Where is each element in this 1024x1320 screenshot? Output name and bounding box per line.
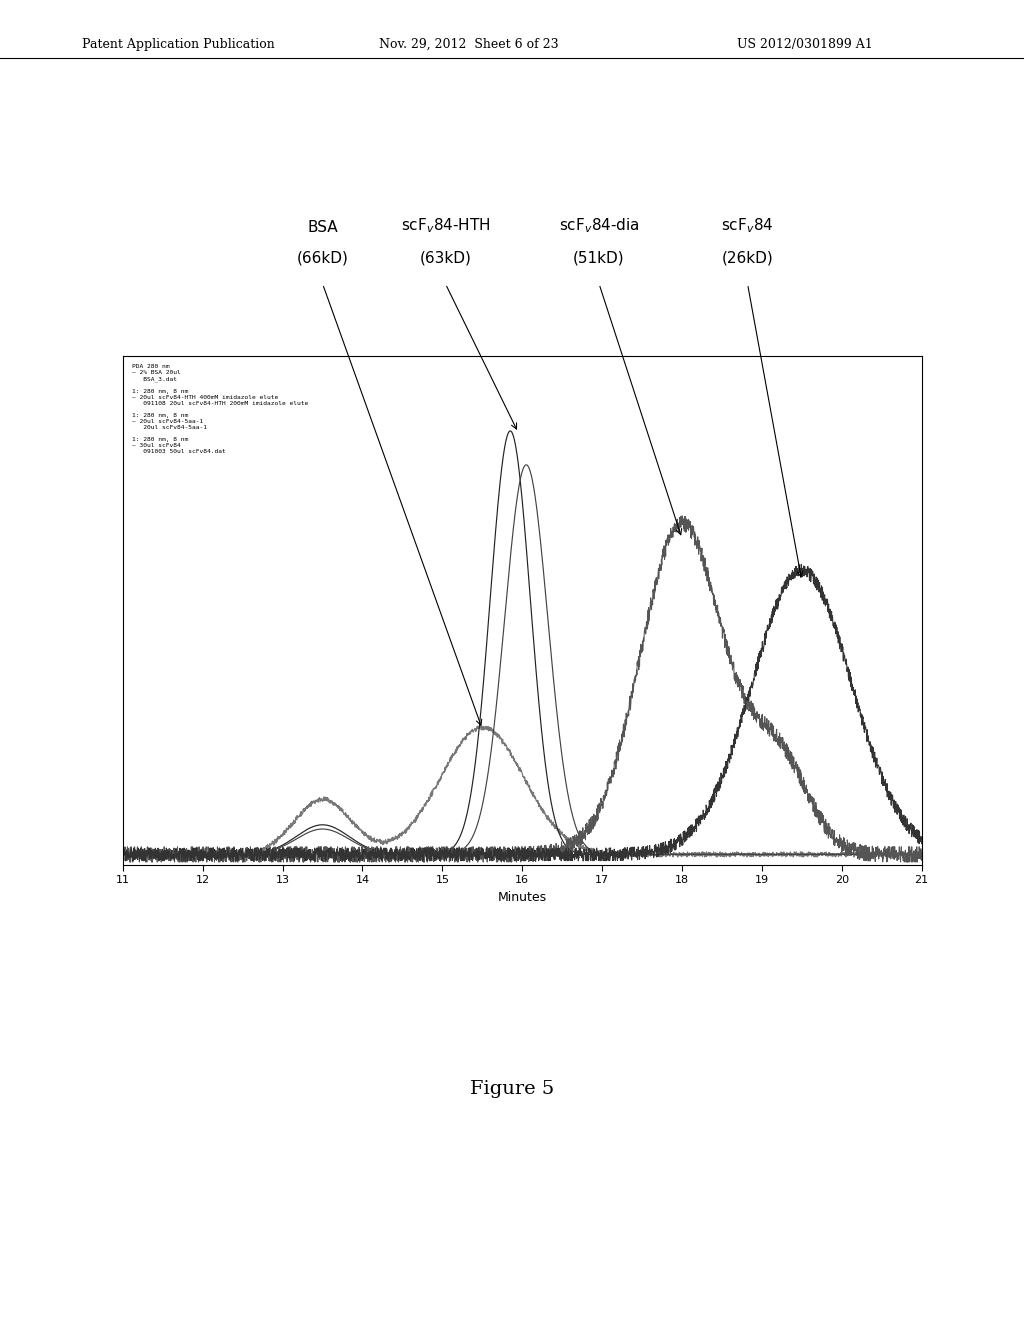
Text: scF$_v$84-dia: scF$_v$84-dia (559, 216, 639, 235)
Text: (63kD): (63kD) (420, 251, 471, 265)
Text: (66kD): (66kD) (297, 251, 348, 265)
X-axis label: Minutes: Minutes (498, 891, 547, 904)
Text: scF$_v$84-HTH: scF$_v$84-HTH (400, 216, 490, 235)
Text: (51kD): (51kD) (573, 251, 625, 265)
Text: PDA 280 nm
— 2% BSA 20ul
   BSA_3.dat

1: 280 nm, 8 nm
— 20ul scFv84-HTH 400mM i: PDA 280 nm — 2% BSA 20ul BSA_3.dat 1: 28… (132, 364, 308, 454)
Text: scF$_v$84: scF$_v$84 (721, 216, 774, 235)
Text: Nov. 29, 2012  Sheet 6 of 23: Nov. 29, 2012 Sheet 6 of 23 (379, 37, 558, 50)
Text: US 2012/0301899 A1: US 2012/0301899 A1 (737, 37, 873, 50)
Text: Patent Application Publication: Patent Application Publication (82, 37, 274, 50)
Text: (26kD): (26kD) (722, 251, 773, 265)
Text: Figure 5: Figure 5 (470, 1080, 554, 1098)
Text: BSA: BSA (307, 220, 338, 235)
